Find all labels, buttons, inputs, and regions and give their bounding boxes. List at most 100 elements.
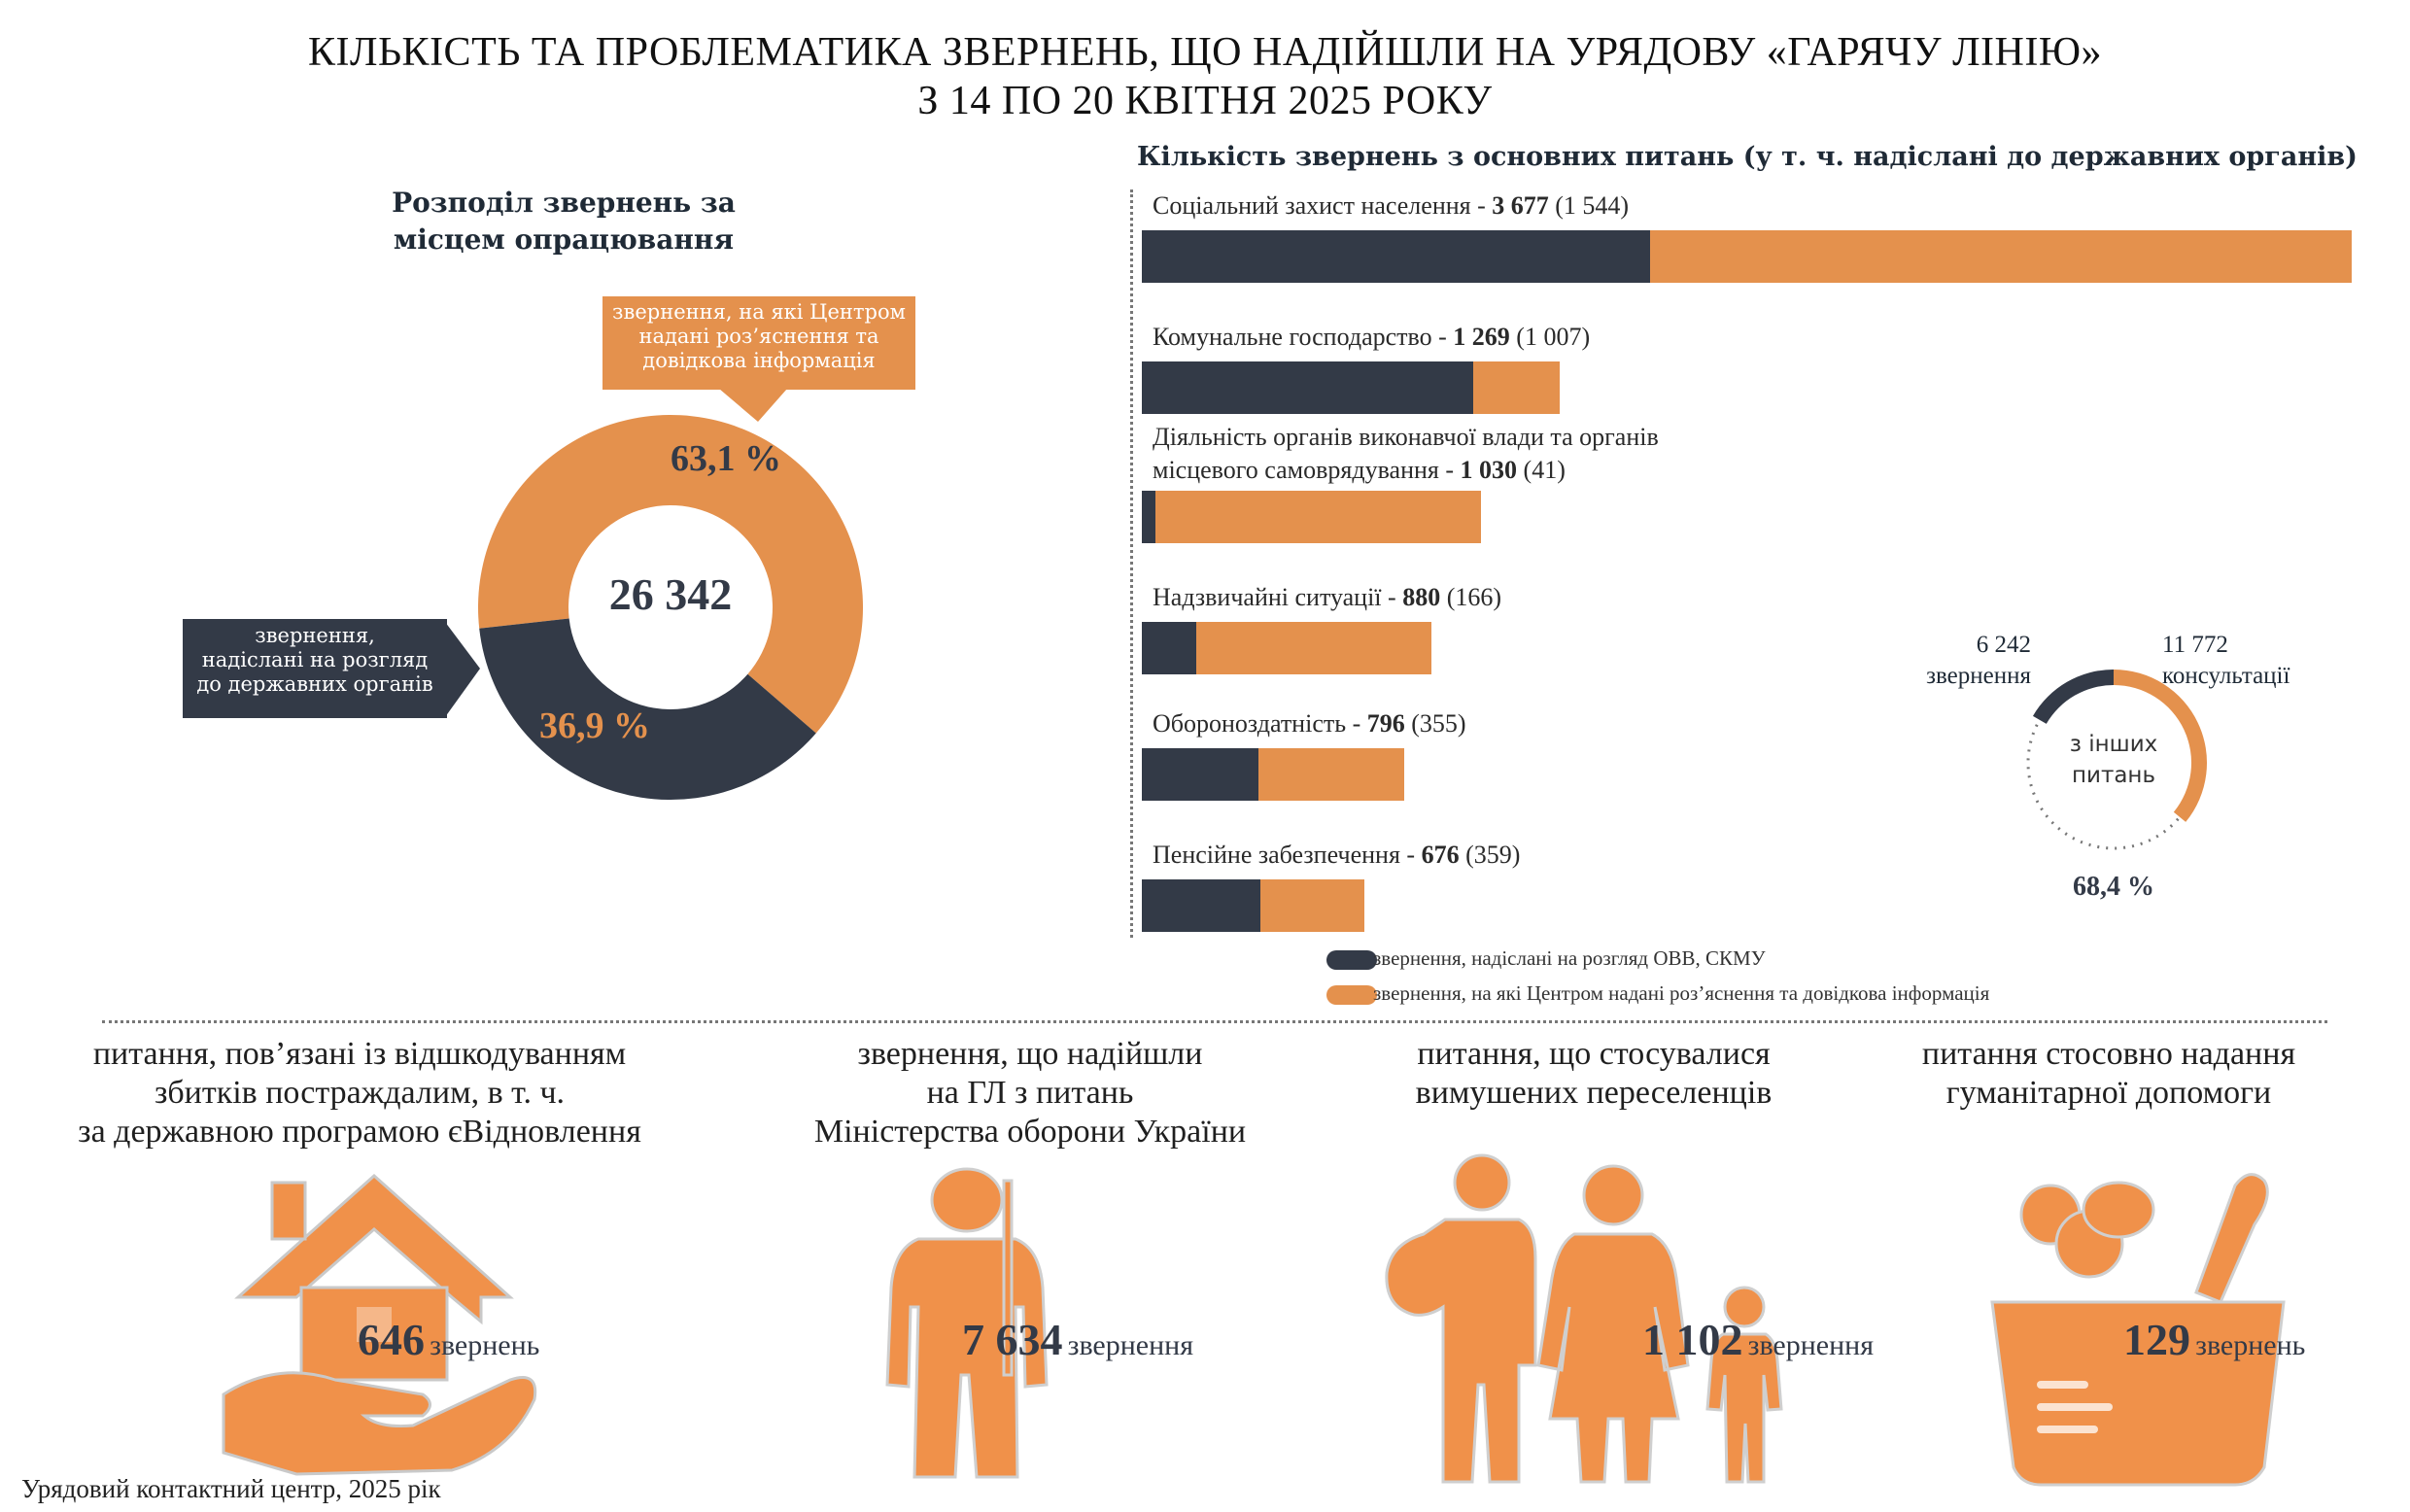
food-basket-icon xyxy=(1990,1173,2286,1487)
bar-axis-line xyxy=(1130,189,1133,938)
theme-4-line1: питання стосовно надання xyxy=(1921,1036,2296,1072)
bar-sent: (359) xyxy=(1459,841,1521,869)
other-donut-pct: 68,4 % xyxy=(2073,872,2154,902)
dark-callout-line1: звернення, xyxy=(255,624,375,647)
other-center-line1: з інших xyxy=(2069,732,2158,757)
donut-heading-line2: місцем опрацювання xyxy=(393,223,735,256)
source-note: Урядовий контактний центр, 2025 рік xyxy=(21,1474,441,1503)
other-dark-caption: звернення xyxy=(1926,663,2031,689)
donut-heading: Розподіл звернень за місцем опрацювання xyxy=(330,185,797,258)
other-arc-orange xyxy=(2114,670,2207,822)
bar-category: Обороноздатність - xyxy=(1153,709,1367,738)
bar-orange-3 xyxy=(1154,491,1481,543)
bar-total: 880 xyxy=(1402,583,1441,611)
donut-dark-pct: 36,9 % xyxy=(539,705,650,746)
dark-callout: звернення, надіслані на розгляд до держа… xyxy=(183,619,447,718)
bar-sent: (1 007) xyxy=(1509,323,1591,351)
dark-callout-line3: до державних органів xyxy=(196,672,433,696)
bar-dark-1 xyxy=(1142,230,1650,283)
other-orange-value: 11 772 xyxy=(2162,632,2228,658)
other-arc-dark xyxy=(2032,670,2114,724)
other-dark-value: 6 242 xyxy=(1976,632,2031,658)
theme-3-line2: вимушених переселенців xyxy=(1415,1075,1773,1111)
other-dark-label: 6 242 звернення xyxy=(1895,630,2031,692)
bar-sent: (355) xyxy=(1404,709,1466,738)
orange-callout: звернення, на які Центром надані роз’ясн… xyxy=(602,296,915,390)
bar-label-4: Надзвичайні ситуації - 880 (166) xyxy=(1153,583,1501,612)
theme-2-count: 7 634 звернення xyxy=(962,1314,1193,1365)
theme-3-word: звернення xyxy=(1747,1329,1875,1361)
theme-4-count: 129 звернень xyxy=(2123,1314,2305,1365)
bar-category: Надзвичайні ситуації - xyxy=(1153,583,1403,611)
legend-swatch-dark xyxy=(1326,950,1377,970)
legend-label-orange: звернення, на які Центром надані роз’ясн… xyxy=(1373,981,1990,1005)
bar-label-5: Обороноздатність - 796 (355) xyxy=(1153,709,1466,739)
legend-swatch-orange xyxy=(1326,985,1377,1005)
other-center-line2: питань xyxy=(2071,763,2156,788)
orange-callout-line1: звернення, на які Центром xyxy=(612,300,906,324)
bar-sent: (166) xyxy=(1440,583,1502,611)
theme-2-line1: звернення, що надійшли xyxy=(857,1036,1203,1072)
bar-category: Соціальний захист населення - xyxy=(1153,191,1493,220)
theme-1-line2: збитків постраждалим, в т. ч. xyxy=(154,1075,566,1111)
other-orange-caption: консультації xyxy=(2162,663,2290,689)
bar-sent: (1 544) xyxy=(1548,191,1630,220)
theme-1-number: 646 xyxy=(358,1315,425,1364)
bar-label-text: Пенсійне забезпечення - 676 (359) xyxy=(1153,841,1520,870)
bar-label-text: Надзвичайні ситуації - 880 (166) xyxy=(1153,583,1501,612)
section-divider xyxy=(102,1020,2327,1023)
house-in-hand-icon xyxy=(222,1173,537,1476)
other-donut-chart xyxy=(2026,670,2207,850)
theme-2-line3: Міністерства оборони України xyxy=(813,1114,1247,1150)
bar-chart-heading: Кількість звернень з основних питань (у … xyxy=(1137,142,2358,172)
donut-total: 26 342 xyxy=(608,569,733,619)
bar-label-6: Пенсійне забезпечення - 676 (359) xyxy=(1153,841,1520,870)
theme-2-number: 7 634 xyxy=(962,1315,1063,1364)
donut-slice-2 xyxy=(479,618,816,800)
donut-heading-line1: Розподіл звернень за xyxy=(392,187,736,219)
theme-1-title: питання, пов’язані із відшкодуванням зби… xyxy=(19,1035,700,1151)
theme-4-word: звернень xyxy=(2195,1329,2306,1361)
bar-label-text: Комунальне господарство - 1 269 (1 007) xyxy=(1153,323,1590,352)
bar-orange-4 xyxy=(1196,622,1431,674)
theme-2-line2: на ГЛ з питань xyxy=(926,1075,1134,1111)
bar-orange-1 xyxy=(1649,230,2352,283)
bar-dark-5 xyxy=(1142,748,1259,801)
theme-1-line1: питання, пов’язані із відшкодуванням xyxy=(92,1036,627,1072)
theme-4-line2: гуманітарної допомоги xyxy=(1945,1075,2272,1111)
bar-dark-2 xyxy=(1142,361,1473,414)
theme-1-line3: за державною програмою єВідновлення xyxy=(78,1114,641,1150)
refugee-family-icon xyxy=(1385,1153,1783,1484)
donut-slice-1 xyxy=(478,415,863,734)
page-subtitle: З 14 ПО 20 КВІТНЯ 2025 РОКУ xyxy=(917,79,1493,123)
theme-2-word: звернення xyxy=(1067,1329,1194,1361)
bar-label-2: Комунальне господарство - 1 269 (1 007) xyxy=(1153,323,1590,352)
bar-category: місцевого самоврядування - xyxy=(1153,456,1461,484)
bar-orange-2 xyxy=(1472,361,1560,414)
dark-callout-pointer xyxy=(445,622,480,717)
orange-callout-line2: надані роз’яснення та xyxy=(638,325,879,348)
soldier-icon xyxy=(885,1167,1049,1479)
legend-label-dark: звернення, надіслані на розгляд ОВВ, СКМ… xyxy=(1373,946,1766,970)
other-donut-center: з інших питань xyxy=(2041,729,2186,791)
theme-3-number: 1 102 xyxy=(1642,1315,1743,1364)
bar-label-text: місцевого самоврядування - 1 030 (41) xyxy=(1153,454,1659,487)
theme-3-line1: питання, що стосувалися xyxy=(1417,1036,1771,1072)
donut-orange-pct: 63,1 % xyxy=(671,438,781,479)
bar-label-3: Діяльність органів виконавчої влади та о… xyxy=(1153,421,1659,487)
other-orange-label: 11 772 консультації xyxy=(2162,630,2357,692)
bar-category: Комунальне господарство - xyxy=(1153,323,1454,351)
theme-3-title: питання, що стосувалися вимушених пересе… xyxy=(1292,1035,1895,1113)
bar-total: 1 030 xyxy=(1460,456,1518,484)
bar-total: 3 677 xyxy=(1492,191,1549,220)
page-title: КІЛЬКІСТЬ ТА ПРОБЛЕМАТИКА ЗВЕРНЕНЬ, ЩО Н… xyxy=(307,30,2103,75)
theme-1-word: звернень xyxy=(430,1329,540,1361)
bar-category: Пенсійне забезпечення - xyxy=(1153,841,1422,869)
bar-total: 796 xyxy=(1366,709,1405,738)
theme-3-count: 1 102 звернення xyxy=(1642,1314,1874,1365)
bar-dark-4 xyxy=(1142,622,1197,674)
theme-1-count: 646 звернень xyxy=(358,1314,539,1365)
bar-orange-6 xyxy=(1259,879,1364,932)
theme-4-title: питання стосовно надання гуманітарної до… xyxy=(1827,1035,2391,1113)
theme-2-title: звернення, що надійшли на ГЛ з питань Мі… xyxy=(680,1035,1380,1151)
